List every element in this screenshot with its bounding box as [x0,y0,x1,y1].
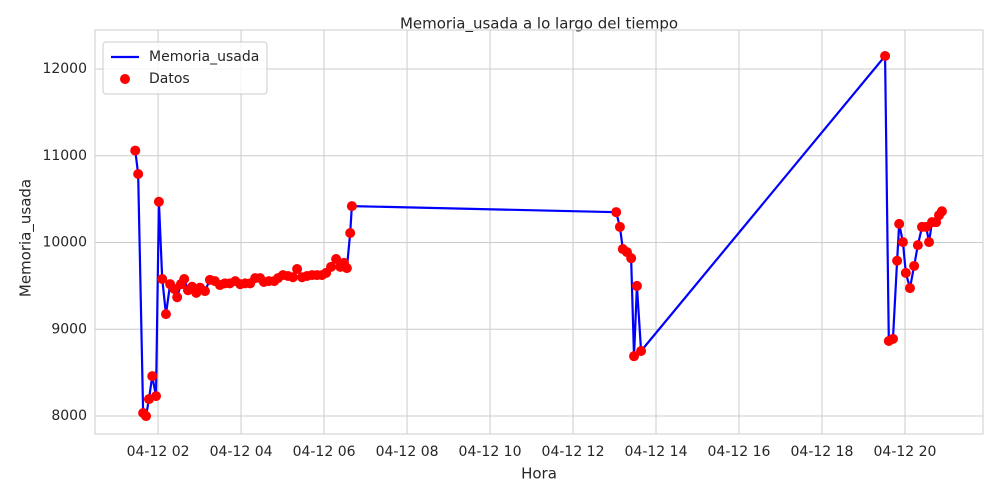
y-tick-label: 11000 [42,148,87,164]
data-point [900,267,911,278]
data-point [141,411,152,422]
data-point [887,333,898,344]
data-point [130,145,141,156]
legend-label: Datos [149,71,190,87]
data-point [904,283,915,294]
x-axis-label: Hora [521,465,557,483]
data-point [897,237,908,248]
x-tick-label: 04-12 06 [293,444,356,460]
data-point [611,207,622,218]
data-point [880,51,891,62]
data-point [892,255,903,266]
data-point [133,169,144,180]
legend-box [102,41,268,95]
x-tick-label: 04-12 20 [874,444,937,460]
data-point [341,263,352,274]
x-tick-label: 04-12 14 [625,444,688,460]
data-point [909,260,920,271]
data-point [172,292,183,303]
data-point [924,237,935,248]
x-tick-label: 04-12 12 [542,444,605,460]
data-point [629,351,640,362]
data-point [157,273,168,284]
data-point [287,272,298,283]
data-point [153,196,164,207]
data-point [346,201,357,212]
data-point [147,371,158,382]
y-tick-label: 8000 [51,408,87,424]
data-point [912,240,923,251]
data-point [326,261,337,272]
data-point [292,263,303,274]
x-tick-label: 04-12 04 [210,444,273,460]
y-axis-label: Memoria_usada [17,179,36,297]
y-tick-label: 10000 [42,235,87,251]
legend-label: Memoria_usada [149,49,259,65]
data-point [179,273,190,284]
plot-frame [94,29,984,435]
data-point [631,280,642,291]
data-point [199,286,210,297]
x-tick-label: 04-12 02 [127,444,190,460]
data-point [636,345,647,356]
x-tick-label: 04-12 16 [708,444,771,460]
data-point [626,253,637,264]
chart-title: Memoria_usada a lo largo del tiempo [400,15,678,34]
data-point [894,218,905,229]
y-tick-label: 9000 [51,321,87,337]
legend-swatch [120,74,130,84]
data-point [936,206,947,217]
y-tick-label: 12000 [42,61,87,77]
x-tick-label: 04-12 08 [376,444,439,460]
data-point [345,227,356,238]
data-point [160,309,171,320]
data-point [150,391,161,402]
data-point [331,254,342,265]
data-point [614,221,625,232]
x-tick-label: 04-12 18 [791,444,854,460]
x-tick-label: 04-12 10 [459,444,522,460]
